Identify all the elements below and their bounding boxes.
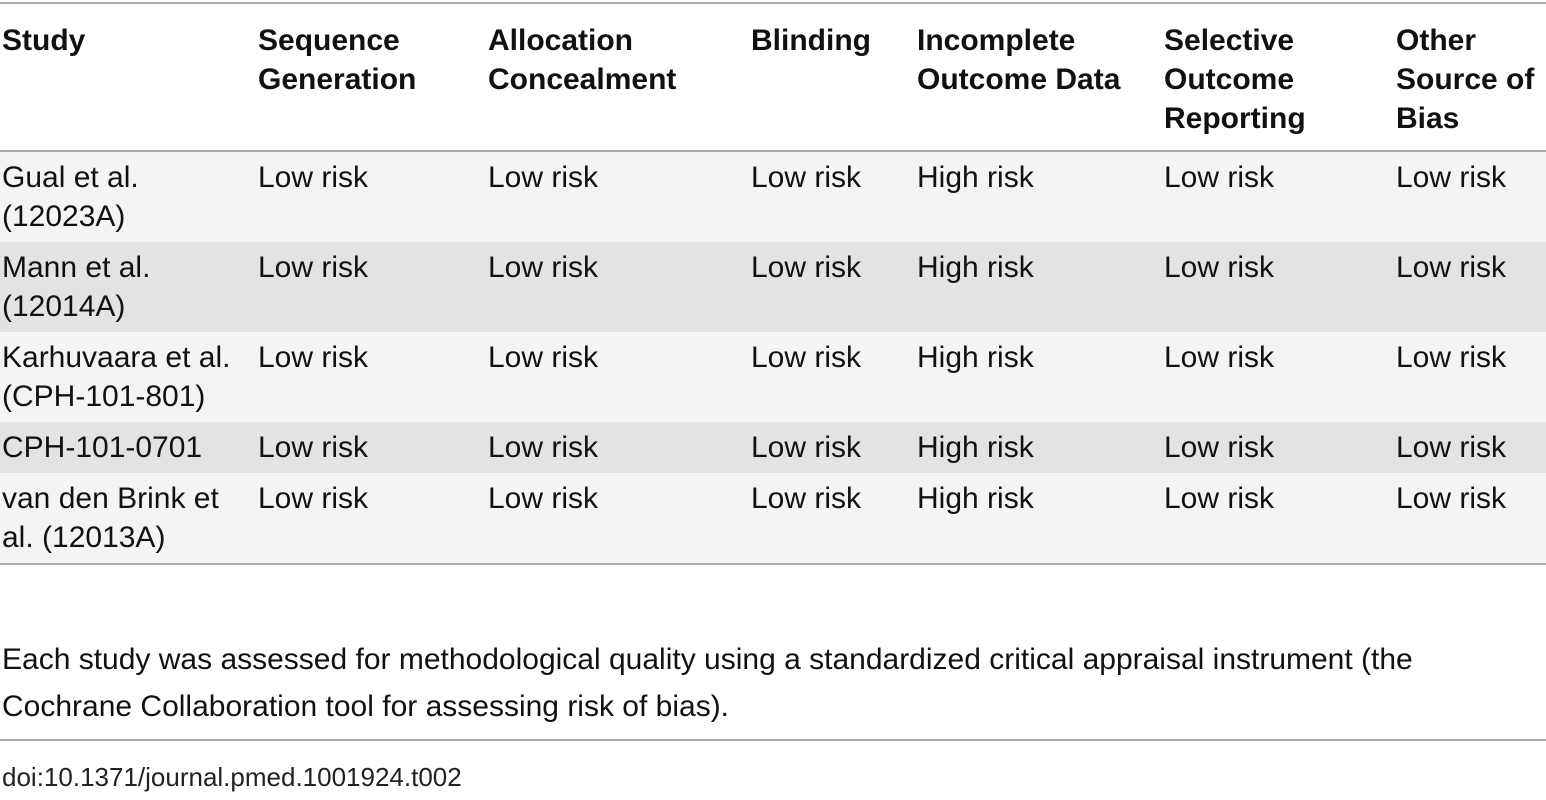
cell-other-source-of-bias: Low risk [1396,431,1507,464]
cell-study: Gual et al. (12023A) [2,161,139,233]
risk-of-bias-table: Study Sequence Generation Allocation Con… [0,2,1546,565]
header-blinding: Blinding [751,24,871,57]
cell-sequence-generation: Low risk [258,431,369,464]
header-sequence-generation: Sequence Generation [258,24,417,96]
cell-other-source-of-bias: Low risk [1396,482,1507,515]
cell-sequence-generation: Low risk [258,341,369,374]
cell-blinding: Low risk [751,251,862,284]
header-other-source-of-bias: Other Source of Bias [1396,24,1535,135]
header-allocation-concealment: Allocation Concealment [488,24,677,96]
cell-selective-outcome-reporting: Low risk [1164,482,1275,515]
cell-study: Mann et al. (12014A) [2,251,151,323]
cell-blinding: Low risk [751,161,862,194]
footer-divider [0,739,1546,741]
cell-allocation-concealment: Low risk [488,251,599,284]
cell-sequence-generation: Low risk [258,161,369,194]
table-header: Study Sequence Generation Allocation Con… [0,3,1546,151]
header-study: Study [2,24,86,57]
table-row: van den Brink et al. (12013A) Low risk L… [0,473,1546,564]
cell-allocation-concealment: Low risk [488,161,599,194]
table-row: CPH-101-0701 Low risk Low risk Low risk … [0,422,1546,473]
cell-allocation-concealment: Low risk [488,341,599,374]
header-row: Study Sequence Generation Allocation Con… [0,3,1546,151]
risk-of-bias-table-container: Study Sequence Generation Allocation Con… [0,2,1546,565]
table-row: Mann et al. (12014A) Low risk Low risk L… [0,242,1546,332]
cell-other-source-of-bias: Low risk [1396,161,1507,194]
cell-allocation-concealment: Low risk [488,482,599,515]
cell-selective-outcome-reporting: Low risk [1164,251,1275,284]
cell-allocation-concealment: Low risk [488,431,599,464]
table-footnote: Each study was assessed for methodologic… [2,643,1413,723]
table-body: Gual et al. (12023A) Low risk Low risk L… [0,151,1546,564]
cell-blinding: Low risk [751,341,862,374]
cell-selective-outcome-reporting: Low risk [1164,431,1275,464]
cell-incomplete-outcome-data: High risk [917,161,1034,194]
cell-blinding: Low risk [751,431,862,464]
cell-incomplete-outcome-data: High risk [917,341,1034,374]
cell-incomplete-outcome-data: High risk [917,251,1034,284]
doi-reference: doi:10.1371/journal.pmed.1001924.t002 [2,762,462,792]
cell-study: Karhuvaara et al. (CPH-101-801) [2,341,231,413]
cell-study: van den Brink et al. (12013A) [2,482,219,554]
table-row: Gual et al. (12023A) Low risk Low risk L… [0,151,1546,242]
cell-incomplete-outcome-data: High risk [917,482,1034,515]
cell-study: CPH-101-0701 [2,431,203,464]
cell-other-source-of-bias: Low risk [1396,341,1507,374]
header-selective-outcome-reporting: Selective Outcome Reporting [1164,24,1306,135]
table-row: Karhuvaara et al. (CPH-101-801) Low risk… [0,332,1546,422]
cell-other-source-of-bias: Low risk [1396,251,1507,284]
cell-selective-outcome-reporting: Low risk [1164,341,1275,374]
cell-sequence-generation: Low risk [258,251,369,284]
cell-blinding: Low risk [751,482,862,515]
cell-incomplete-outcome-data: High risk [917,431,1034,464]
cell-sequence-generation: Low risk [258,482,369,515]
cell-selective-outcome-reporting: Low risk [1164,161,1275,194]
header-incomplete-outcome-data: Incomplete Outcome Data [917,24,1121,96]
